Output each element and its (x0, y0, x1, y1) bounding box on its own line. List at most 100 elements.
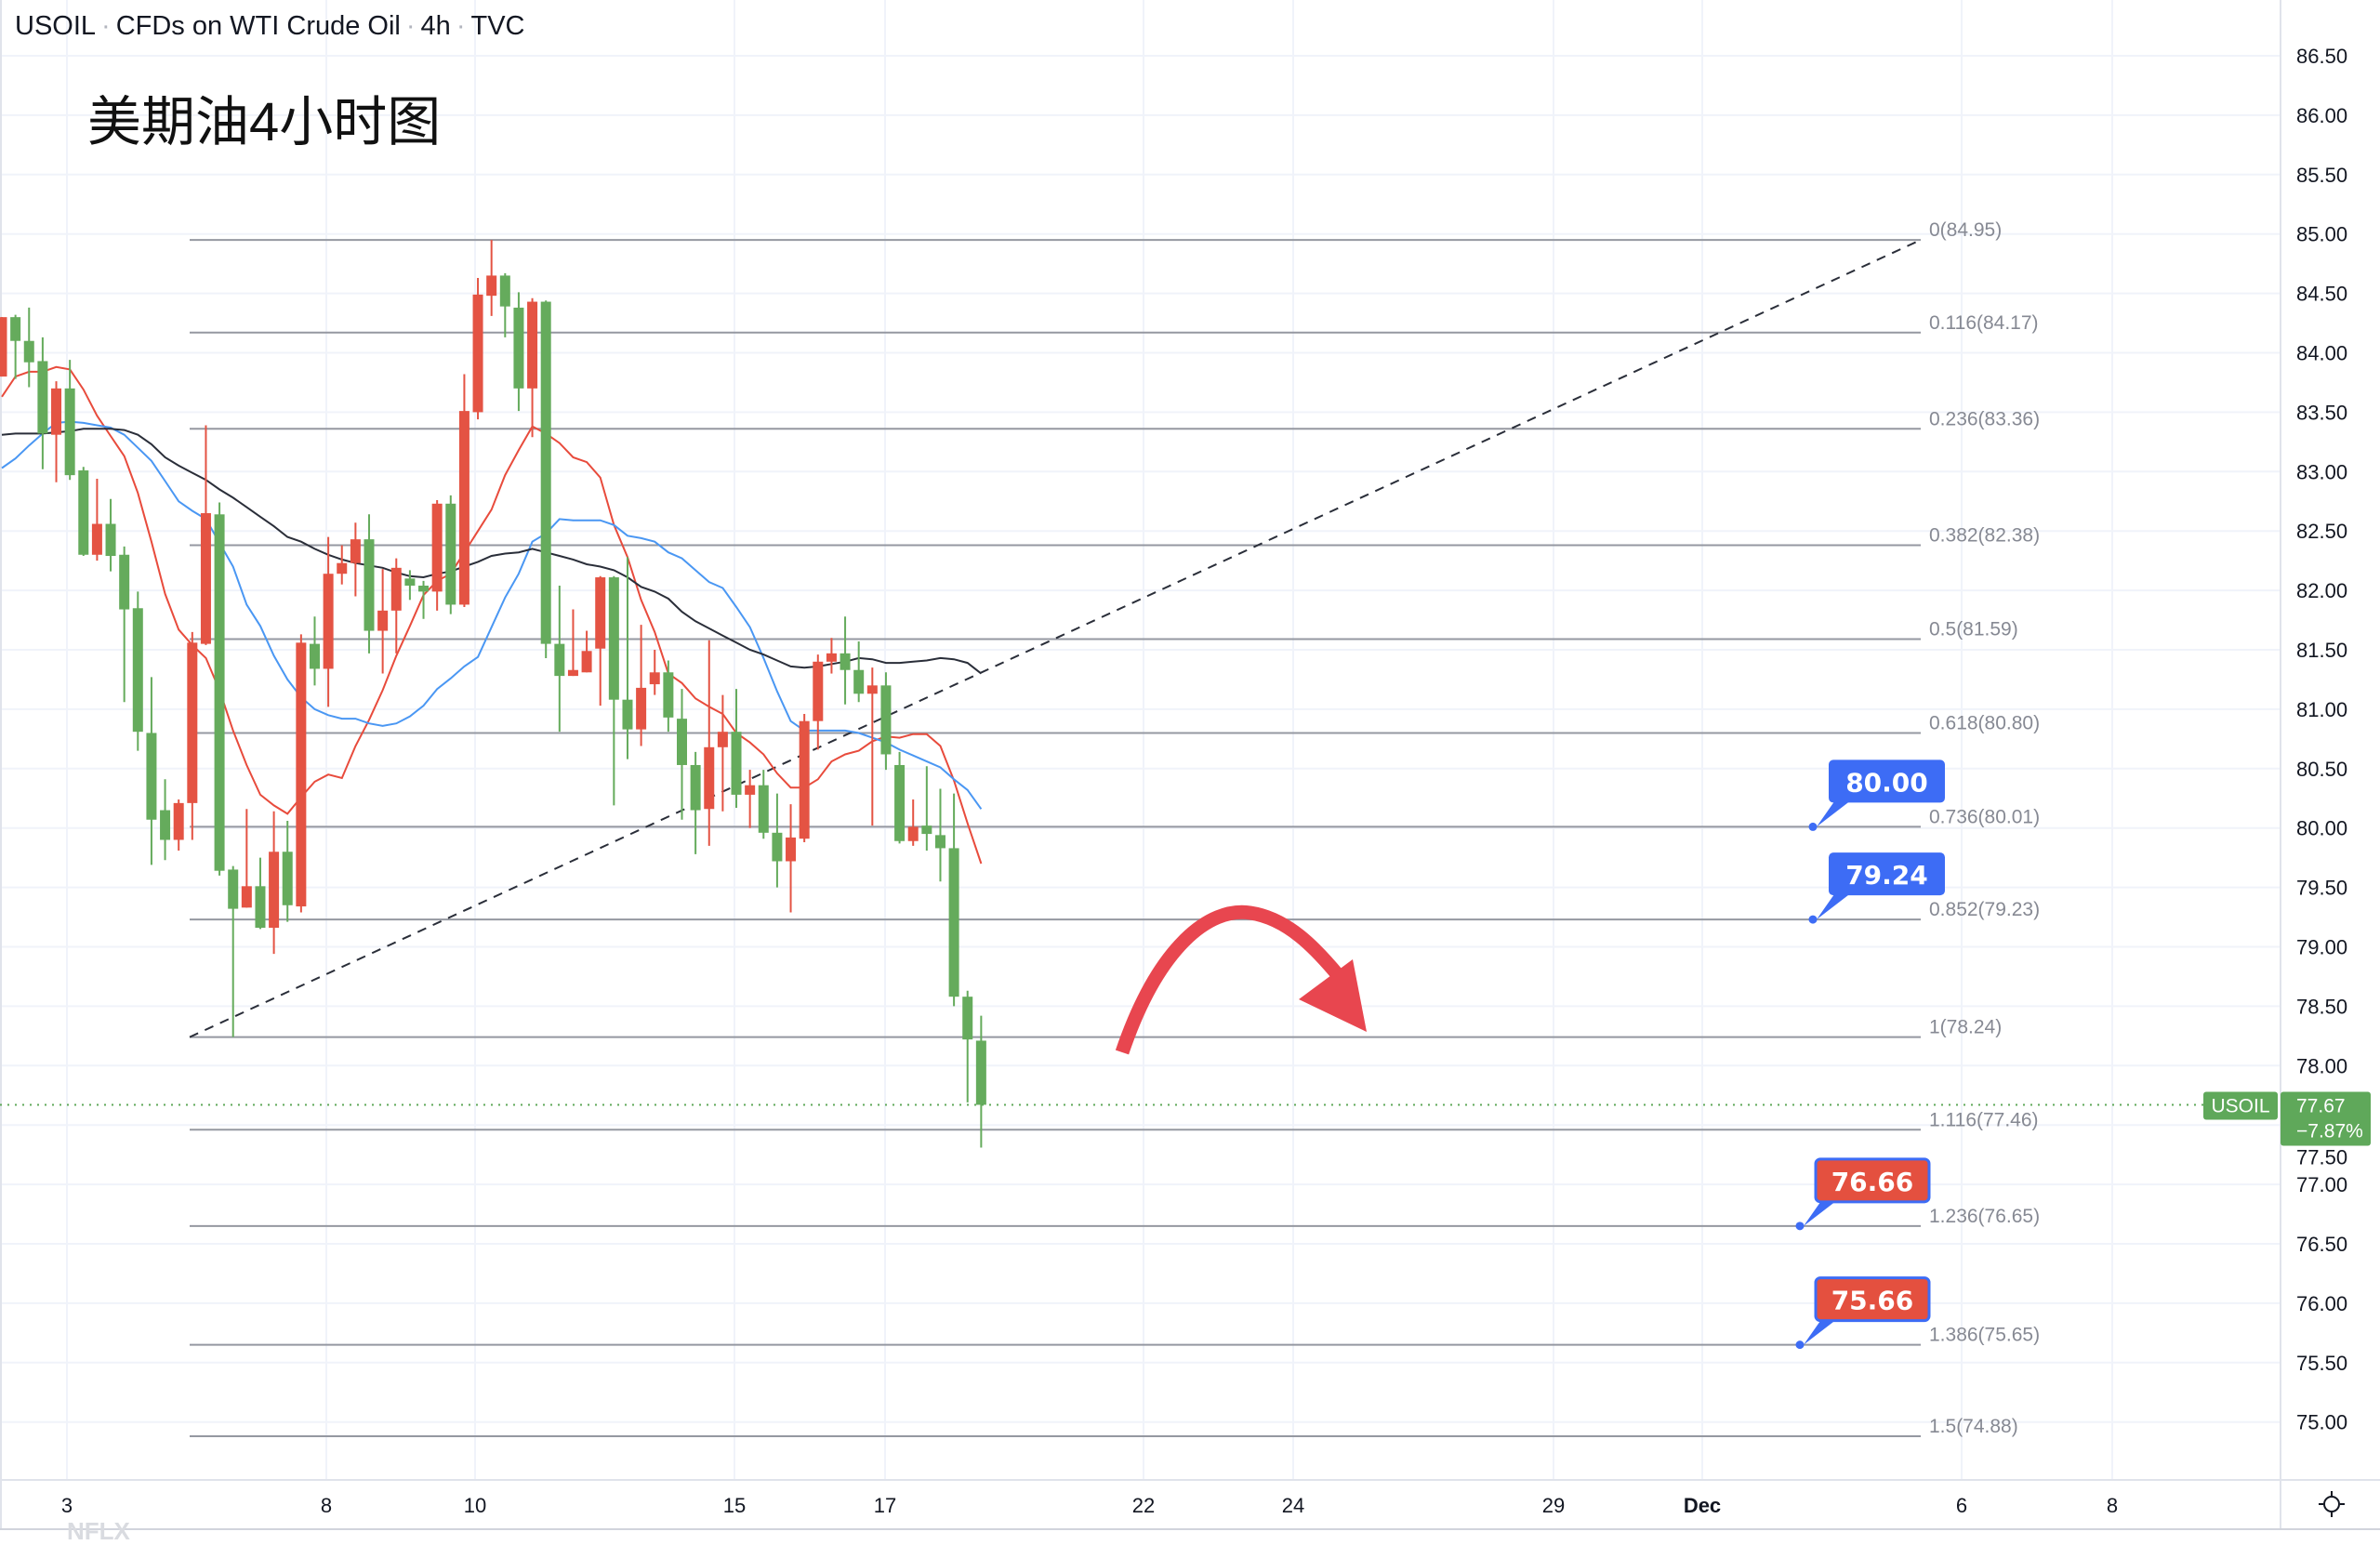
candle-body (717, 732, 728, 747)
candle-body (880, 685, 892, 755)
candle-body (214, 514, 225, 871)
interval[interactable]: 4h (420, 11, 451, 41)
candle-body (404, 578, 416, 586)
arrow-curve[interactable] (1115, 905, 1344, 1055)
price-callout[interactable]: 76.66 (1795, 1157, 1931, 1231)
candle-up (636, 625, 647, 746)
candle-body (255, 886, 266, 929)
price-callout[interactable]: 80.00 (1808, 759, 1946, 831)
candle-down (105, 498, 116, 572)
fib-level-label: 0(84.95) (1929, 219, 2002, 241)
price-tick-label: 75.00 (2296, 1411, 2347, 1434)
candle-up (241, 809, 252, 908)
candle-down (663, 660, 674, 733)
callout-label: 79.24 (1845, 860, 1928, 891)
candle-down (921, 766, 932, 851)
bearish-arrow-icon[interactable] (1115, 905, 1367, 1055)
candle-down (364, 514, 375, 654)
price-tick-label: 79.00 (2296, 936, 2347, 959)
candle-body (337, 562, 348, 574)
candle-down (622, 557, 633, 759)
callout-box[interactable] (1829, 852, 1945, 896)
candle-down (23, 307, 34, 388)
candle-down (540, 300, 551, 658)
candle-body (146, 733, 157, 820)
fib-level-label: 0.736(80.01) (1929, 806, 2040, 827)
candle-body (786, 837, 797, 862)
candle-up (377, 569, 389, 674)
price-tick-label: 86.00 (2296, 104, 2347, 127)
fib-level-label: 0.852(79.23) (1929, 899, 2040, 920)
callout-anchor-dot[interactable] (1808, 822, 1818, 831)
candle-body (323, 574, 334, 669)
callout-label: 80.00 (1845, 767, 1928, 798)
callout-box[interactable] (1814, 1157, 1931, 1204)
fib-level-label: 1(78.24) (1929, 1017, 2002, 1038)
price-callout[interactable]: 75.66 (1795, 1276, 1931, 1350)
callout-anchor-dot[interactable] (1795, 1221, 1805, 1231)
candle-down (119, 546, 130, 703)
candle-down (214, 502, 225, 876)
candle-body (826, 653, 837, 662)
exchange: TVC (470, 11, 525, 41)
candle-body (962, 997, 973, 1040)
candle-body (948, 848, 959, 997)
candle-body (296, 642, 307, 907)
callout-pointer (1804, 1197, 1840, 1226)
candle-body (813, 661, 824, 721)
chart-header: USOIL · CFDs on WTI Crude Oil · 4h · TVC (15, 11, 524, 42)
candle-body (78, 470, 89, 555)
callout-label: 75.66 (1831, 1286, 1914, 1316)
time-tick-label: 22 (1132, 1494, 1155, 1517)
candle-up (187, 631, 198, 840)
candle-down (160, 779, 171, 861)
price-tick-label: 80.50 (2296, 758, 2347, 781)
candle-body (499, 275, 510, 307)
candle-body (64, 388, 75, 476)
callout-anchor-dot[interactable] (1795, 1340, 1805, 1350)
candle-up (350, 522, 361, 597)
candle-down (677, 689, 687, 820)
fib-level-label: 1.236(76.65) (1929, 1206, 2040, 1227)
time-tick-label: 8 (2107, 1494, 2118, 1517)
moving-average-line (1, 365, 983, 865)
callout-anchor-dot[interactable] (1808, 915, 1818, 924)
price-callouts[interactable]: 80.00 79.24 76.66 75.66 (1795, 759, 1946, 1350)
candle-up (866, 667, 878, 826)
price-tick-label: 83.00 (2296, 460, 2347, 483)
price-tick-label: 81.00 (2296, 698, 2347, 721)
candle-body (975, 1040, 986, 1105)
candle-down (418, 580, 430, 619)
price-axis[interactable] (2281, 0, 2380, 1529)
candle-body (91, 523, 102, 555)
symbol[interactable]: USOIL (15, 11, 97, 41)
candle-body (622, 699, 633, 730)
candle-down (10, 314, 21, 379)
candle-up (581, 630, 592, 673)
callout-box[interactable] (1814, 1276, 1931, 1323)
candle-up (323, 536, 334, 707)
gear-icon[interactable] (2317, 1489, 2347, 1519)
candle-down (132, 591, 143, 751)
candle-body (51, 388, 62, 435)
candle-body (486, 275, 497, 297)
candle-down (499, 272, 510, 337)
candle-down (772, 793, 783, 888)
candle-up (269, 811, 280, 955)
candle-body (377, 610, 389, 631)
price-callout[interactable]: 79.24 (1808, 852, 1946, 924)
fib-level-label: 0.236(83.36) (1929, 408, 2040, 429)
candle-body (418, 585, 430, 592)
candle-body (228, 869, 239, 909)
callout-box[interactable] (1829, 759, 1945, 803)
candle-up (91, 478, 102, 561)
candle-down (37, 337, 48, 469)
candle-body (677, 719, 687, 765)
candle-up (799, 714, 810, 843)
arrow-head[interactable] (1299, 959, 1367, 1032)
price-tick-label: 80.00 (2296, 817, 2347, 840)
price-tick-label: 77.50 (2296, 1145, 2347, 1169)
candle-down (975, 1015, 986, 1148)
